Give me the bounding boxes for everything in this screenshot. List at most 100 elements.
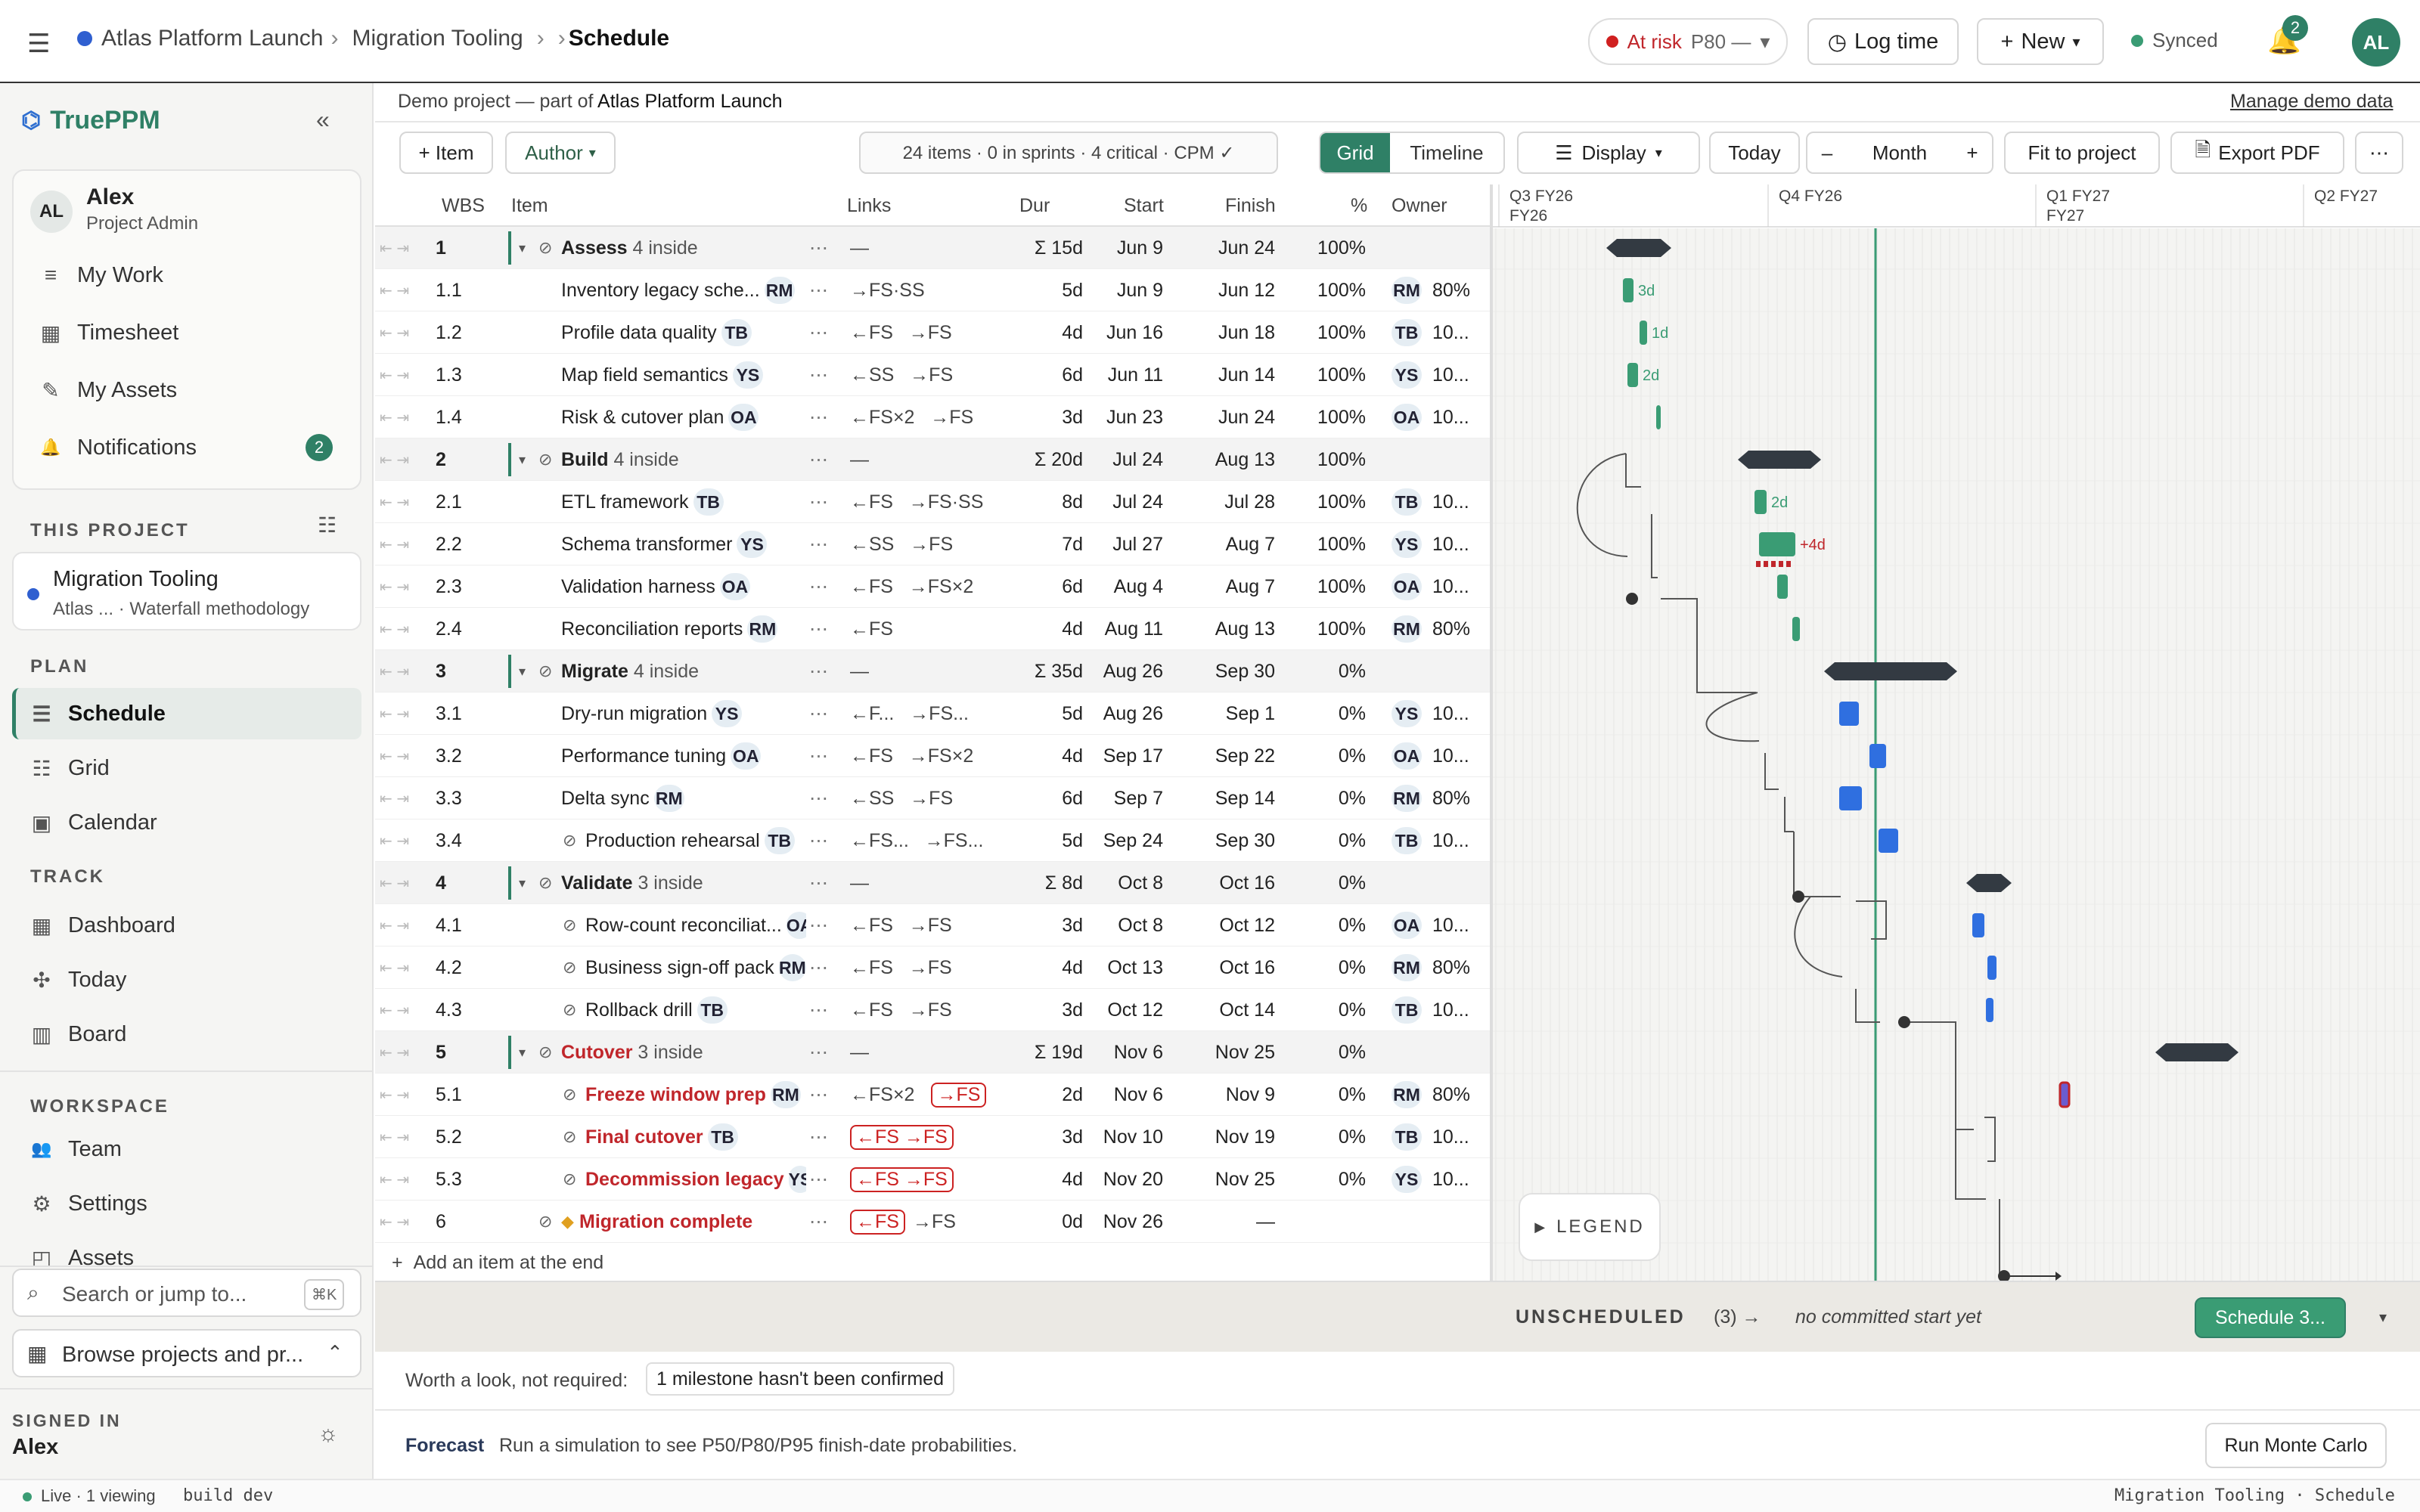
summary-row[interactable]: ⇤ ⇥ 5 ▾ ⊘ Cutover 3 inside ⋯ — Σ 19d Nov 6 Nov 25… bbox=[375, 1031, 1490, 1074]
col-wbs[interactable]: WBS bbox=[442, 194, 485, 216]
item-name[interactable]: Map field semantics bbox=[561, 364, 728, 386]
links-cell[interactable]: ←FS →FS bbox=[850, 1158, 1007, 1201]
drag-handle-icon[interactable]: ⇤ ⇥ bbox=[380, 494, 410, 511]
drag-handle-icon[interactable]: ⇤ ⇥ bbox=[380, 959, 410, 977]
drag-handle-icon[interactable]: ⇤ ⇥ bbox=[380, 621, 410, 638]
drag-handle-icon[interactable]: ⇤ ⇥ bbox=[380, 409, 410, 426]
today-button[interactable]: Today bbox=[1709, 132, 1800, 174]
milestone-warning-chip[interactable]: 1 milestone hasn't been confirmed bbox=[646, 1362, 954, 1396]
links-cell[interactable]: ←FS×2 →FS bbox=[850, 1074, 1007, 1116]
table-row[interactable]: ⇤ ⇥ 3.2 Performance tuning OA ⋯ ←FS →FS×2 4d Se… bbox=[375, 735, 1490, 777]
item-name[interactable]: Decommission legacy bbox=[585, 1168, 784, 1190]
breadcrumb-root[interactable]: Atlas Platform Launch bbox=[101, 26, 324, 51]
nav-notifications[interactable]: 🔔 Notifications bbox=[40, 435, 197, 460]
log-time-button[interactable]: ◷ Log time bbox=[1807, 18, 1959, 65]
item-name[interactable]: Performance tuning bbox=[561, 745, 727, 767]
table-row[interactable]: ⇤ ⇥ 3.3 Delta sync RM ⋯ ←SS →FS 6d Sep 7 Sep 14 0… bbox=[375, 777, 1490, 820]
item-name[interactable]: Business sign-off pack bbox=[585, 956, 774, 978]
nav-my-assets[interactable]: ✎ My Assets bbox=[39, 367, 177, 413]
drag-handle-icon[interactable]: ⇤ ⇥ bbox=[380, 282, 410, 299]
tab-grid[interactable]: Grid bbox=[1320, 133, 1390, 172]
collapse-chevron-icon[interactable]: ▾ bbox=[519, 451, 526, 467]
collapse-sidebar-icon[interactable]: « bbox=[316, 106, 330, 133]
table-row[interactable]: ⇤ ⇥ 6 ⊘ ◆ Migration complete ⋯ ←FS →FS 0d Nov 26 — bbox=[375, 1201, 1490, 1243]
row-more-icon[interactable]: ⋯ bbox=[809, 407, 828, 428]
links-cell[interactable]: ←FS →FS bbox=[850, 914, 952, 936]
manage-demo-link[interactable]: Manage demo data bbox=[2230, 91, 2394, 112]
item-name[interactable]: Validation harness bbox=[561, 575, 715, 597]
table-row[interactable]: ⇤ ⇥4.1⊘Row-count reconciliat...OA⋯←FS →F… bbox=[375, 904, 1490, 947]
row-more-icon[interactable]: ⋯ bbox=[809, 830, 828, 851]
collapse-chevron-icon[interactable]: ▾ bbox=[519, 663, 526, 679]
links-cell[interactable]: ←FS →FS bbox=[850, 999, 952, 1021]
export-pdf-button[interactable]: 🗎 Export PDF bbox=[2170, 132, 2344, 174]
nav-my-work[interactable]: ≡ My Work bbox=[39, 253, 163, 298]
drag-handle-icon[interactable]: ⇤ ⇥ bbox=[380, 705, 410, 723]
row-more-icon[interactable]: ⋯ bbox=[809, 788, 828, 809]
drag-handle-icon[interactable]: ⇤ ⇥ bbox=[380, 1213, 410, 1231]
item-name[interactable]: Profile data quality bbox=[561, 321, 717, 343]
summary-name[interactable]: Assess bbox=[561, 237, 628, 259]
item-name[interactable]: Delta sync bbox=[561, 787, 650, 809]
add-item-end[interactable]: + Add an item at the end bbox=[392, 1252, 604, 1273]
item-name[interactable]: Rollback drill bbox=[585, 999, 693, 1021]
table-row[interactable]: ⇤ ⇥ 1.1 Inventory legacy sche... RM ⋯ →FS·SS 5… bbox=[375, 269, 1490, 311]
links-cell[interactable]: — bbox=[850, 660, 869, 682]
item-name[interactable]: Row-count reconciliat... bbox=[585, 914, 782, 936]
filter-sliders-icon[interactable]: ☷ bbox=[318, 513, 337, 537]
collapse-chevron-icon[interactable]: ▾ bbox=[519, 240, 526, 256]
zoom-in-button[interactable]: + bbox=[1966, 141, 1978, 164]
links-cell[interactable]: ←FS →FS bbox=[850, 1116, 1007, 1158]
drag-handle-icon[interactable]: ⇤ ⇥ bbox=[380, 1086, 410, 1104]
table-row[interactable]: ⇤ ⇥ 4.3 ⊘ Rollback drill TB ⋯ ←FS →FS 3d Oct 12 O… bbox=[375, 989, 1490, 1031]
drag-handle-icon[interactable]: ⇤ ⇥ bbox=[380, 451, 410, 469]
links-cell[interactable]: ←FS →FS bbox=[850, 321, 952, 343]
table-row[interactable]: ⇤ ⇥ 4.2 ⊘ Business sign-off pack RM ⋯ ←FS →FS 4… bbox=[375, 947, 1490, 989]
risk-pill[interactable]: At risk P80 — ▾ bbox=[1588, 18, 1788, 65]
col-pct[interactable]: % bbox=[1351, 194, 1368, 216]
nav-dashboard[interactable]: ▦ Dashboard bbox=[31, 912, 175, 937]
item-name[interactable]: Freeze window prep bbox=[585, 1083, 766, 1105]
nav-grid[interactable]: ☷ Grid bbox=[30, 745, 109, 791]
col-dur[interactable]: Dur bbox=[1019, 194, 1050, 216]
search-box[interactable]: ⌕ Search or jump to... ⌘K bbox=[12, 1269, 361, 1317]
links-cell[interactable]: ←FS... →FS... bbox=[850, 829, 984, 851]
col-start[interactable]: Start bbox=[1124, 194, 1164, 216]
avatar[interactable]: AL bbox=[2352, 18, 2400, 67]
links-cell[interactable]: ←FS →FS bbox=[850, 956, 952, 978]
drag-handle-icon[interactable]: ⇤ ⇥ bbox=[380, 748, 410, 765]
drag-handle-icon[interactable]: ⇤ ⇥ bbox=[380, 240, 410, 257]
drag-handle-icon[interactable]: ⇤ ⇥ bbox=[380, 1129, 410, 1146]
author-dropdown[interactable]: Author ▾ bbox=[505, 132, 616, 174]
row-more-icon[interactable]: ⋯ bbox=[809, 491, 828, 513]
col-item[interactable]: Item bbox=[511, 194, 548, 216]
row-more-icon[interactable]: ⋯ bbox=[809, 280, 828, 301]
table-row[interactable]: ⇤ ⇥ 5.1 ⊘ Freeze window prep RM ⋯ ←FS×2 →FS 2d No… bbox=[375, 1074, 1490, 1116]
summary-name[interactable]: Migrate bbox=[561, 660, 628, 682]
browse-projects-button[interactable]: ▦ Browse projects and pr... ⌃ bbox=[12, 1329, 361, 1377]
drag-handle-icon[interactable]: ⇤ ⇥ bbox=[380, 875, 410, 892]
links-cell[interactable]: ←FS →FS×2 bbox=[850, 575, 974, 597]
links-cell[interactable]: →FS·SS bbox=[850, 279, 925, 301]
row-more-icon[interactable]: ⋯ bbox=[809, 1084, 828, 1105]
fit-to-project-button[interactable]: Fit to project bbox=[2004, 132, 2160, 174]
links-cell[interactable]: ←F... →FS... bbox=[850, 702, 969, 724]
summary-name[interactable]: Build bbox=[561, 448, 609, 470]
table-row[interactable]: ⇤ ⇥ 2.4 Reconciliation reports RM ⋯ ←FS 4d Aug … bbox=[375, 608, 1490, 650]
nav-board[interactable]: ▥ Board bbox=[31, 1021, 127, 1046]
nav-schedule[interactable]: ☰ Schedule bbox=[30, 691, 166, 736]
legend-button[interactable]: ▶ LEGEND bbox=[1519, 1193, 1661, 1261]
project-card[interactable]: Migration Tooling Atlas ... · Waterfall … bbox=[12, 552, 361, 631]
item-name[interactable]: ETL framework bbox=[561, 491, 689, 513]
nav-timesheet[interactable]: ▦ Timesheet bbox=[40, 320, 179, 345]
row-more-icon[interactable]: ⋯ bbox=[809, 1211, 828, 1232]
row-more-icon[interactable]: ⋯ bbox=[809, 661, 828, 682]
run-monte-carlo-button[interactable]: Run Monte Carlo bbox=[2205, 1423, 2387, 1468]
drag-handle-icon[interactable]: ⇤ ⇥ bbox=[380, 324, 410, 342]
table-row[interactable]: ⇤ ⇥ 2.2 Schema transformer YS ⋯ ←SS →FS 7d Jul … bbox=[375, 523, 1490, 565]
item-name[interactable]: Final cutover bbox=[585, 1126, 703, 1148]
drag-handle-icon[interactable]: ⇤ ⇥ bbox=[380, 578, 410, 596]
item-name[interactable]: Schema transformer bbox=[561, 533, 733, 555]
table-row[interactable]: ⇤ ⇥ 3.1 Dry-run migration YS ⋯ ←F... →FS... 5d… bbox=[375, 692, 1490, 735]
summary-name[interactable]: Validate bbox=[561, 872, 633, 894]
